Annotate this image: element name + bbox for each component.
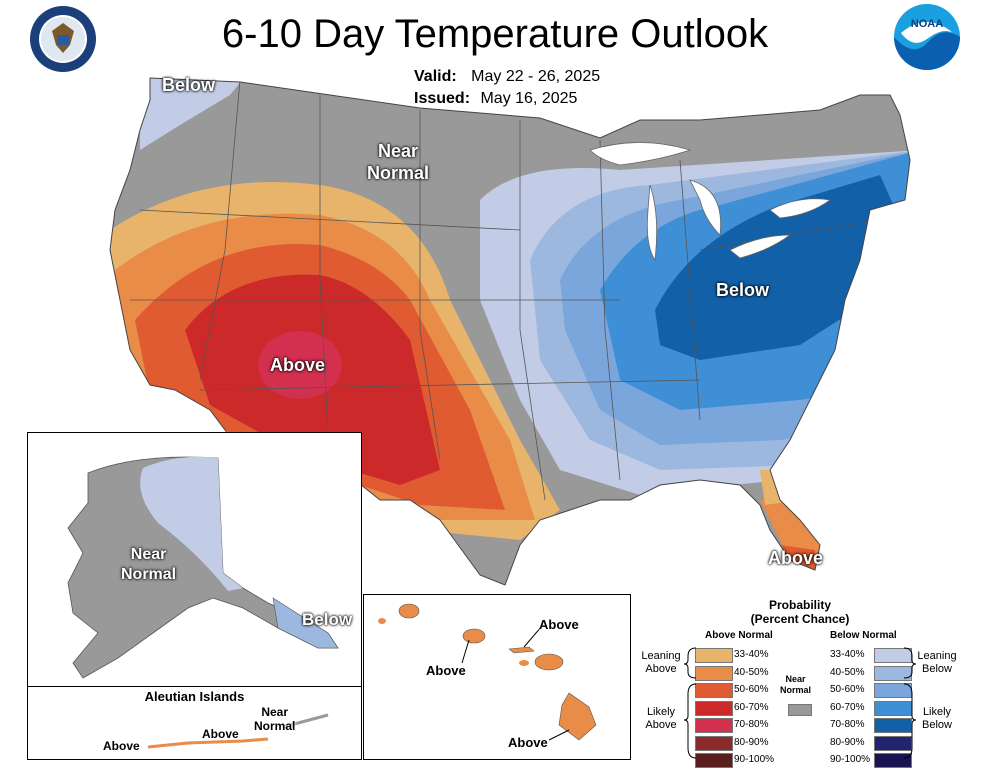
above-range-1: 40-50% [734,666,769,678]
doc-seal-logo [30,6,96,72]
above-range-6: 90-100% [734,754,775,765]
below-range-3: 60-70% [830,701,865,713]
above-range-2: 50-60% [734,684,769,695]
aleutian-map [147,713,329,749]
conus-shading [110,78,910,585]
above-range-0: 33-40% [734,649,769,660]
label-below-ne: Below [716,280,770,300]
below-range-0: 33-40% [830,649,865,660]
alaska-inset: Near Normal Below [27,432,362,687]
alaska-map [67,456,339,679]
above-swatch-3 [695,700,733,716]
above-range-3: 60-70% [734,701,769,713]
above-swatch-5 [695,735,733,751]
legend-likely-below: Likely Below [922,706,952,731]
label-near-normal: Near Normal [367,141,430,183]
label-aleutian-near-normal: Near Normal [254,705,296,733]
hawaii-map [378,603,597,741]
valid-label: Valid: [414,68,457,85]
aleutian-inset: Aleutian Islands Near Normal Above Above [27,686,362,760]
issued-label: Issued: [414,90,471,107]
legend-title: Probability (Percent Chance) [750,598,850,626]
label-hi-above-1: Above [426,663,466,678]
legend-near-normal-swatch [788,704,812,716]
above-range-5: 80-90% [734,736,769,748]
conus-outline [109,77,911,586]
legend-leaning-below: Leaning Below [917,650,957,675]
below-range-1: 40-50% [830,666,865,678]
legend: Probability (Percent Chance) Above Norma… [630,594,970,768]
legend-near-normal-label: Near Normal [780,674,812,695]
legend-below-header: Below Normal [830,630,897,641]
legend-leaning-above: Leaning Above [641,650,681,675]
below-range-4: 70-80% [830,719,865,730]
label-above-fl: Above [768,548,824,568]
above-swatch-0 [695,648,733,663]
issued-line: Issued: May 16, 2025 [414,90,577,108]
legend-likely-above: Likely Above [645,706,677,731]
label-hi-above-2: Above [539,617,579,632]
label-ak-below: Below [302,610,353,629]
label-hi-above-3: Above [508,735,548,750]
aleutian-title: Aleutian Islands [144,689,245,704]
label-aleutian-above-1: Above [103,739,140,753]
label-below-nw: Below [162,75,216,95]
legend-above-header: Above Normal [705,630,773,641]
hawaii-inset: Above Above Above [363,594,631,760]
above-swatch-2 [695,683,733,698]
below-range-6: 90-100% [830,754,871,765]
map-title: 6-10 Day Temperature Outlook [221,12,769,56]
above-swatch-4 [695,718,733,733]
label-aleutian-above-2: Above [202,727,239,741]
state-borders [130,79,881,501]
noaa-logo: NOAA [894,4,960,70]
above-swatch-1 [695,665,733,681]
great-lakes [589,142,831,262]
issued-value: May 16, 2025 [480,90,578,107]
valid-value: May 22 - 26, 2025 [471,68,601,85]
label-above-sw: Above [270,355,326,375]
below-range-2: 50-60% [830,684,865,695]
valid-line: Valid: May 22 - 26, 2025 [414,68,600,86]
label-ak-near-normal: Near Normal [121,546,177,583]
noaa-logo-text: NOAA [911,18,943,30]
above-range-4: 70-80% [734,719,769,730]
legend-braces [683,647,917,759]
below-range-5: 80-90% [830,736,865,748]
